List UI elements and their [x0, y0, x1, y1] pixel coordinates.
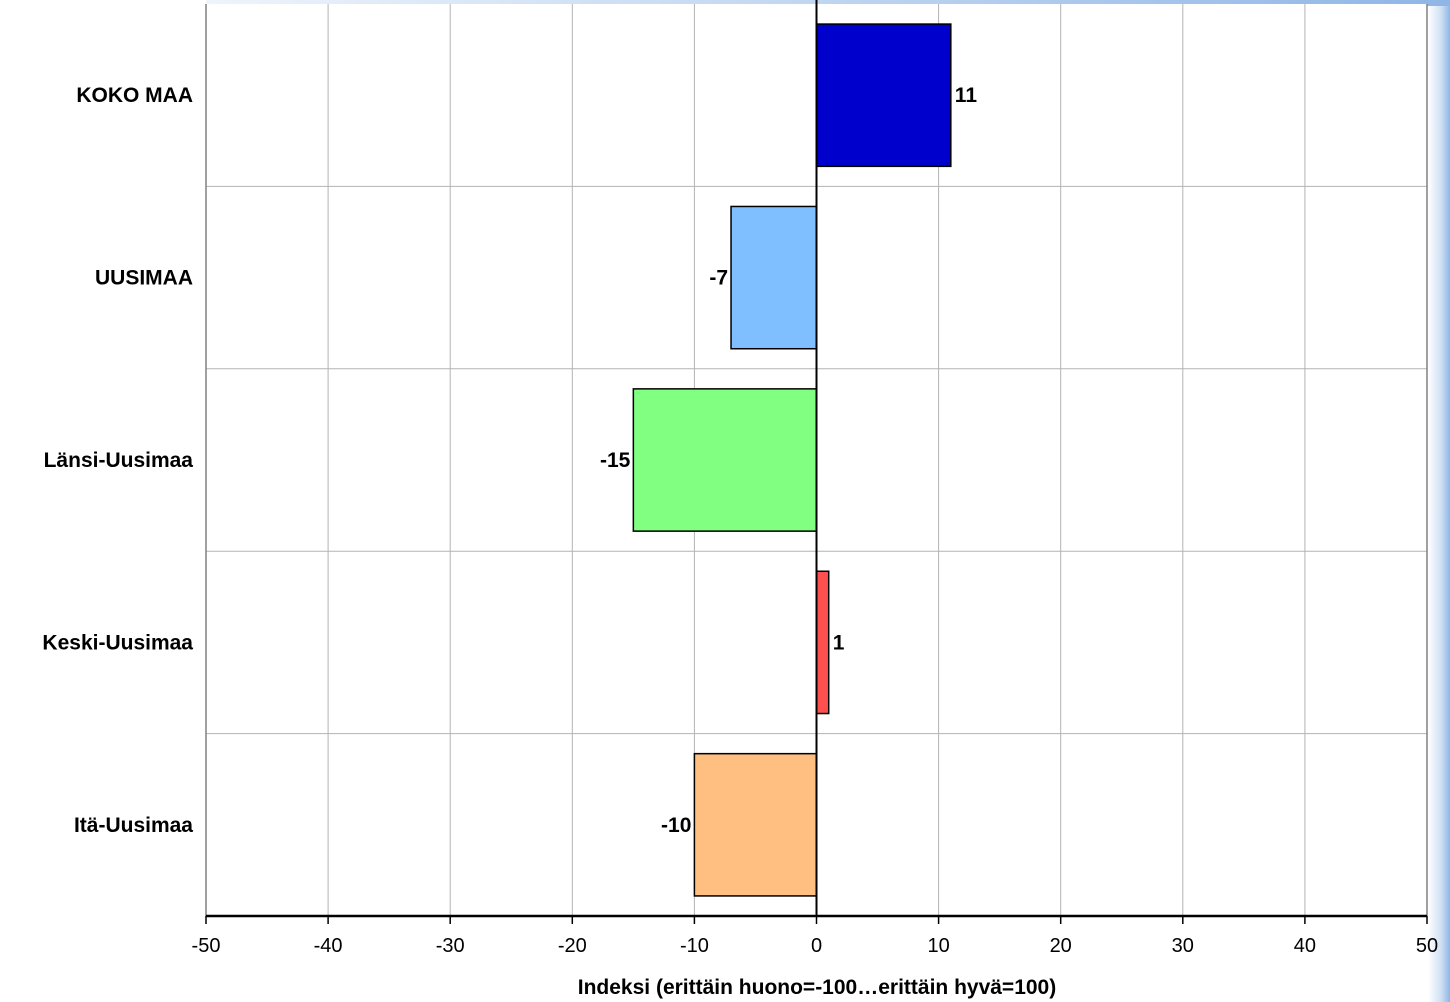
axes — [205, 0, 1428, 924]
category-label: Keski-Uusimaa — [42, 631, 193, 654]
bar — [632, 388, 818, 532]
x-tick-label: -40 — [314, 935, 343, 957]
category-label: Länsi-Uusimaa — [44, 449, 194, 472]
data-label: -10 — [661, 814, 691, 837]
data-label: 11 — [955, 84, 978, 107]
category-label: Itä-Uusimaa — [74, 814, 193, 837]
bar — [815, 23, 952, 168]
bar — [730, 205, 818, 350]
x-tick-label: -30 — [436, 935, 465, 957]
x-tick-label: 40 — [1294, 935, 1316, 957]
x-tick-label: 0 — [811, 935, 822, 957]
bar — [815, 570, 830, 715]
data-label: -15 — [600, 449, 631, 472]
labels: 11 KOKO MAA -7 UUSIMAA -15 Länsi-Uusimaa 1 Kesk… — [42, 84, 1438, 957]
x-axis-title: Indeksi (erittäin huono=-100…erittäin hy… — [578, 976, 1056, 999]
data-label: 1 — [833, 631, 845, 654]
x-tick-label: -20 — [558, 935, 587, 957]
data-label: -7 — [709, 267, 728, 290]
x-tick-label: 30 — [1172, 935, 1194, 957]
bars — [632, 23, 952, 897]
x-tick-label: 50 — [1416, 935, 1438, 957]
x-tick-label: -50 — [192, 935, 221, 957]
category-label: KOKO MAA — [76, 84, 193, 107]
x-tick-label: 20 — [1050, 935, 1072, 957]
x-tick-label: -10 — [680, 935, 709, 957]
x-tick-label: 10 — [927, 935, 949, 957]
category-label: UUSIMAA — [95, 267, 193, 290]
bar — [693, 752, 818, 897]
